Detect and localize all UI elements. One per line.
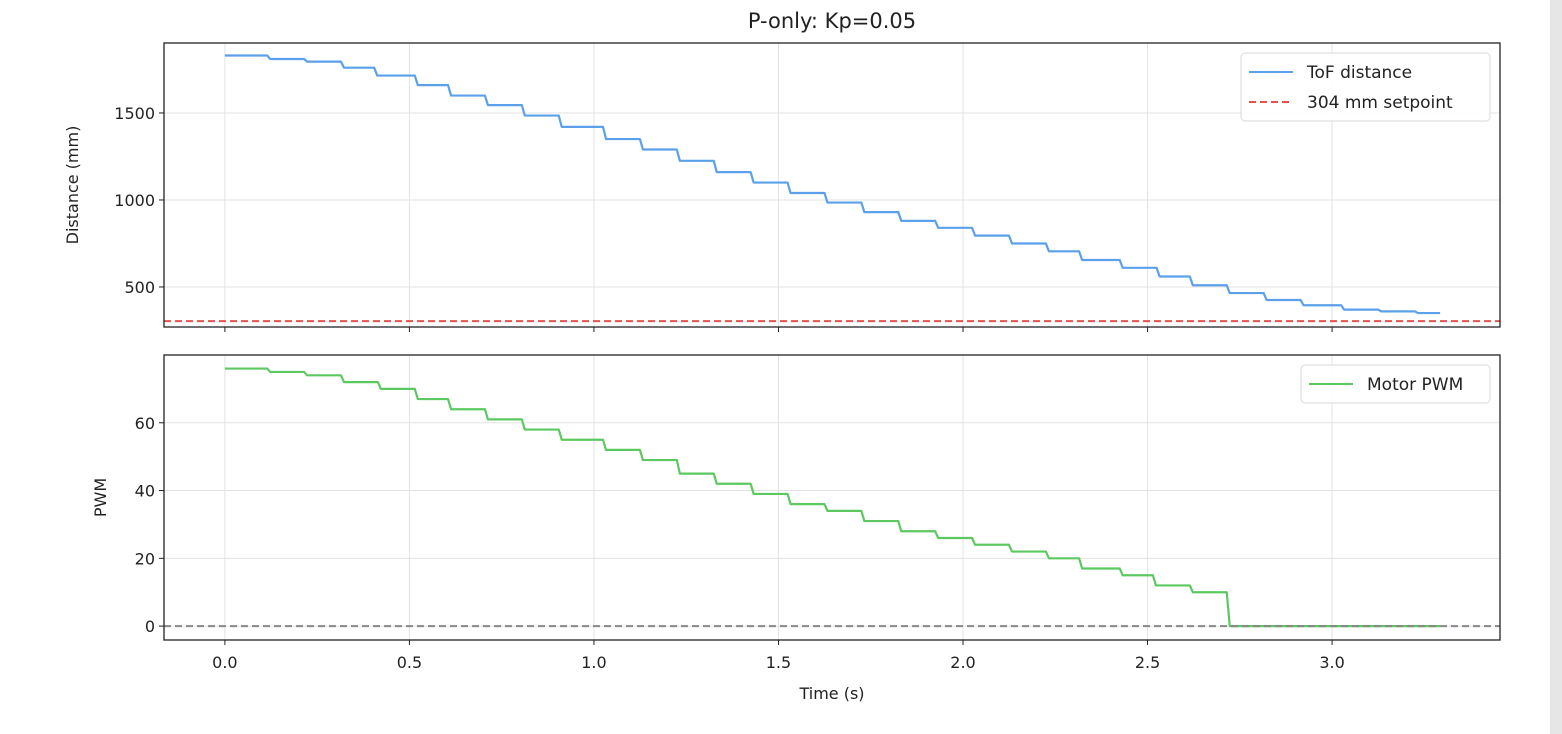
pwm-axes: 0.0 0.5 1.0 1.5 2.0 2.5 3.0 0 20 40 60 PWM Time (s) M…	[91, 354, 1501, 703]
legend: ToF distance 304 mm setpoint	[1240, 52, 1491, 122]
series-line	[224, 54, 1441, 315]
y-tick-label: 20	[135, 549, 155, 568]
axes-frame	[163, 354, 1501, 641]
vertical-scrollbar[interactable]	[1550, 0, 1562, 734]
x-tick-label: 1.5	[766, 653, 791, 672]
x-axis-label: Time (s)	[798, 684, 864, 703]
y-tick-label: 40	[135, 482, 155, 501]
x-tick-label: 0.0	[212, 653, 237, 672]
y-tick-label: 60	[135, 414, 155, 433]
x-tick-label: 2.5	[1135, 653, 1160, 672]
y-tick-label: 0	[145, 617, 155, 636]
x-tick-label: 0.5	[397, 653, 422, 672]
series-line	[224, 367, 1441, 628]
axes-frame	[163, 42, 1501, 328]
legend-label: 304 mm setpoint	[1307, 93, 1453, 113]
legend-label: Motor PWM	[1367, 375, 1463, 395]
legend: Motor PWM	[1300, 364, 1491, 404]
distance-axes: 500 1000 1500 Distance (mm) ToF distance 304 …	[63, 42, 1501, 332]
x-tick-label: 2.0	[950, 653, 975, 672]
x-tick-label: 3.0	[1319, 653, 1344, 672]
y-axis-label: Distance (mm)	[63, 126, 82, 245]
chart-title: P-only: Kp=0.05	[748, 9, 916, 33]
y-tick-label: 1500	[114, 104, 155, 123]
y-axis-label: PWM	[91, 478, 110, 517]
legend-label: ToF distance	[1306, 63, 1412, 83]
y-tick-label: 1000	[114, 191, 155, 210]
y-tick-label: 500	[124, 278, 155, 297]
x-tick-label: 1.0	[581, 653, 606, 672]
